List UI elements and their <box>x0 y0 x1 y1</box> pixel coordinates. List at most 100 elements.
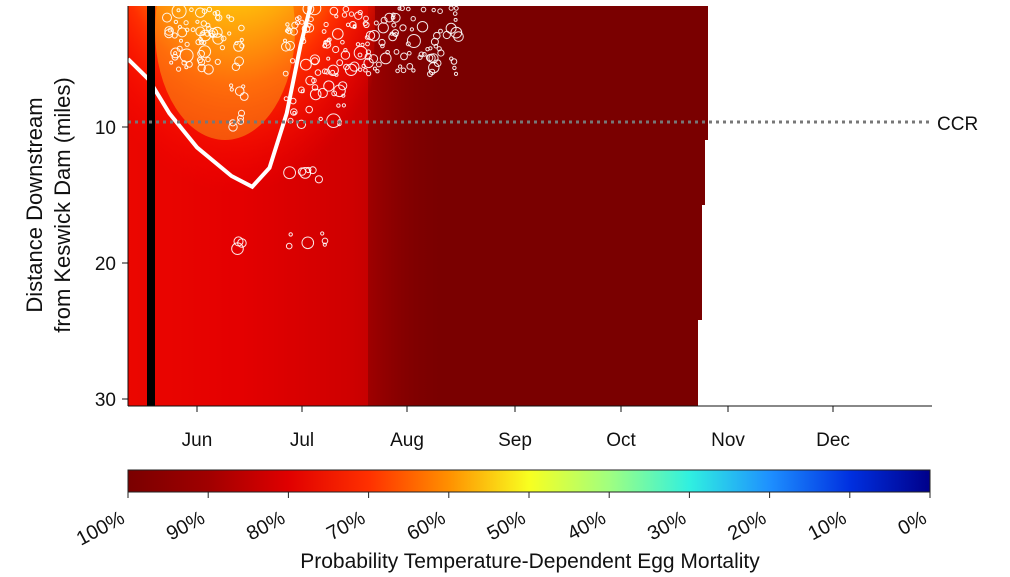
bubble-marker <box>357 9 363 16</box>
bubble-marker <box>173 51 178 56</box>
bubble-marker <box>349 61 360 72</box>
bubble-marker <box>397 6 402 11</box>
bubble-marker <box>239 43 245 49</box>
bubble-marker <box>311 77 317 84</box>
bubble-marker <box>433 43 439 49</box>
bubble-marker <box>442 30 451 40</box>
colorbar-tick-label: 60% <box>403 507 449 545</box>
bubble-marker <box>189 7 194 12</box>
bubble-marker <box>229 83 234 88</box>
bubble-marker <box>183 20 189 26</box>
bubble-marker <box>380 16 388 24</box>
bubble-marker <box>407 50 412 56</box>
bubble-marker <box>198 39 205 45</box>
bubble-marker <box>436 46 442 52</box>
bubble-marker <box>411 68 416 73</box>
bubble-marker <box>378 38 386 47</box>
bubble-marker <box>195 39 202 46</box>
bubble-marker <box>343 48 348 53</box>
bubble-marker <box>184 27 190 33</box>
bubble-marker <box>366 71 372 77</box>
bubble-marker <box>205 22 211 28</box>
bubble-marker <box>393 49 400 55</box>
bubble-marker <box>332 28 344 40</box>
marker-line <box>147 6 155 406</box>
bubble-marker <box>282 70 289 77</box>
bubble-marker <box>400 52 408 61</box>
bubble-marker <box>231 62 241 72</box>
bubble-marker <box>226 14 231 19</box>
bubble-marker <box>286 27 293 35</box>
bubble-marker <box>198 45 212 58</box>
bubble-marker <box>365 49 371 55</box>
bubble-marker <box>283 166 297 180</box>
bubble-marker <box>352 24 357 29</box>
x-tick-label: Aug <box>390 430 424 451</box>
bubble-marker <box>348 11 355 17</box>
bubble-marker <box>195 19 200 24</box>
bubble-marker <box>322 40 332 49</box>
ccr-label: CCR <box>937 114 978 135</box>
bubble-marker <box>212 11 218 16</box>
bubble-marker <box>428 61 440 74</box>
bubble-marker <box>341 103 346 108</box>
bubble-marker <box>289 58 296 64</box>
bubble-marker <box>409 27 414 32</box>
bubble-marker <box>377 22 389 34</box>
bubble-marker <box>281 41 291 52</box>
bubble-marker <box>326 56 331 61</box>
bubble-marker <box>321 68 328 75</box>
bubble-marker <box>391 15 396 20</box>
bubble-marker <box>417 54 423 60</box>
bubble-marker <box>298 86 305 94</box>
bubble-marker <box>330 69 336 75</box>
bubble-marker <box>321 237 329 245</box>
bubble-marker <box>410 16 416 22</box>
bubble-marker <box>288 232 293 237</box>
bubble-marker <box>169 60 174 65</box>
bubble-marker <box>205 56 211 63</box>
bubble-marker <box>241 84 246 89</box>
bubble-marker <box>234 86 245 96</box>
bubble-marker <box>399 24 407 32</box>
bubble-marker <box>164 26 174 36</box>
bubble-marker <box>453 17 458 22</box>
bubble-marker <box>375 69 380 74</box>
bubble-marker <box>452 11 458 16</box>
bubble-marker <box>365 41 370 47</box>
bubble-marker <box>237 118 245 125</box>
bubble-marker <box>336 103 341 108</box>
y-tick-label: 30 <box>95 390 116 411</box>
bubble-marker <box>372 66 377 71</box>
colorbar-tick-label: 90% <box>163 507 209 545</box>
bubble-marker <box>368 30 380 42</box>
bubble-marker <box>323 80 335 92</box>
heatmap-field <box>128 6 708 406</box>
bubble-marker <box>206 6 213 13</box>
bubble-marker <box>405 41 411 47</box>
bubble-marker <box>285 242 293 250</box>
bubble-marker <box>390 12 401 23</box>
bubble-marker <box>433 59 442 68</box>
y-axis-title-line2: from Keswick Dam (miles) <box>50 77 75 332</box>
bubble-marker <box>345 22 351 27</box>
bubble-marker <box>393 32 399 38</box>
bubble-marker <box>431 7 436 13</box>
bubble-marker <box>364 53 372 61</box>
x-tick-label: Jul <box>290 430 314 451</box>
contour-line <box>126 4 313 190</box>
bubble-marker <box>167 27 173 33</box>
bubble-marker <box>233 41 245 52</box>
colorbar <box>127 469 931 493</box>
bubble-marker <box>334 14 339 19</box>
bubble-marker <box>428 68 436 76</box>
bubble-marker <box>302 6 315 15</box>
bubble-marker <box>406 34 421 48</box>
bubble-marker <box>173 19 179 25</box>
colorbar-tick-label: 100% <box>73 507 129 551</box>
bubble-marker <box>341 12 348 18</box>
bubble-marker <box>311 84 319 91</box>
colorbar-title: Probability Temperature-Dependent Egg Mo… <box>300 550 760 573</box>
bubble-marker <box>399 6 405 11</box>
